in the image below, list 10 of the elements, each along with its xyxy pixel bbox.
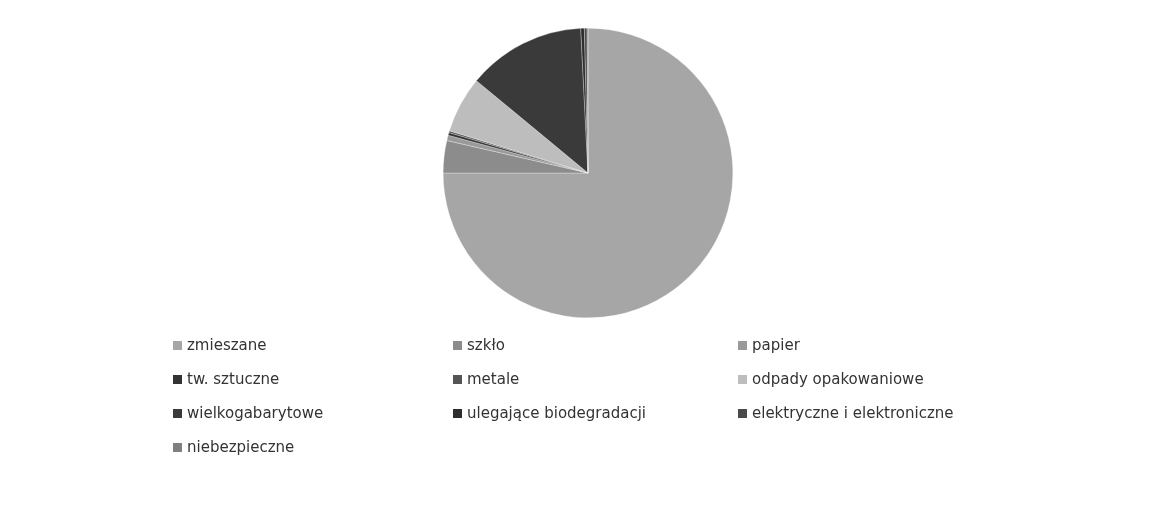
- legend-label: elektryczne i elektroniczne: [752, 404, 954, 422]
- legend-label: odpady opakowaniowe: [752, 370, 924, 388]
- legend-label: metale: [467, 370, 520, 388]
- legend-label: ulegające biodegradacji: [467, 404, 647, 422]
- legend-label: szkło: [467, 336, 505, 354]
- legend-label: tw. sztuczne: [187, 370, 280, 388]
- legend-label: wielkogabarytowe: [187, 404, 324, 422]
- legend-label: zmieszane: [187, 336, 267, 354]
- legend-label: niebezpieczne: [187, 438, 295, 456]
- legend-label: papier: [752, 336, 800, 354]
